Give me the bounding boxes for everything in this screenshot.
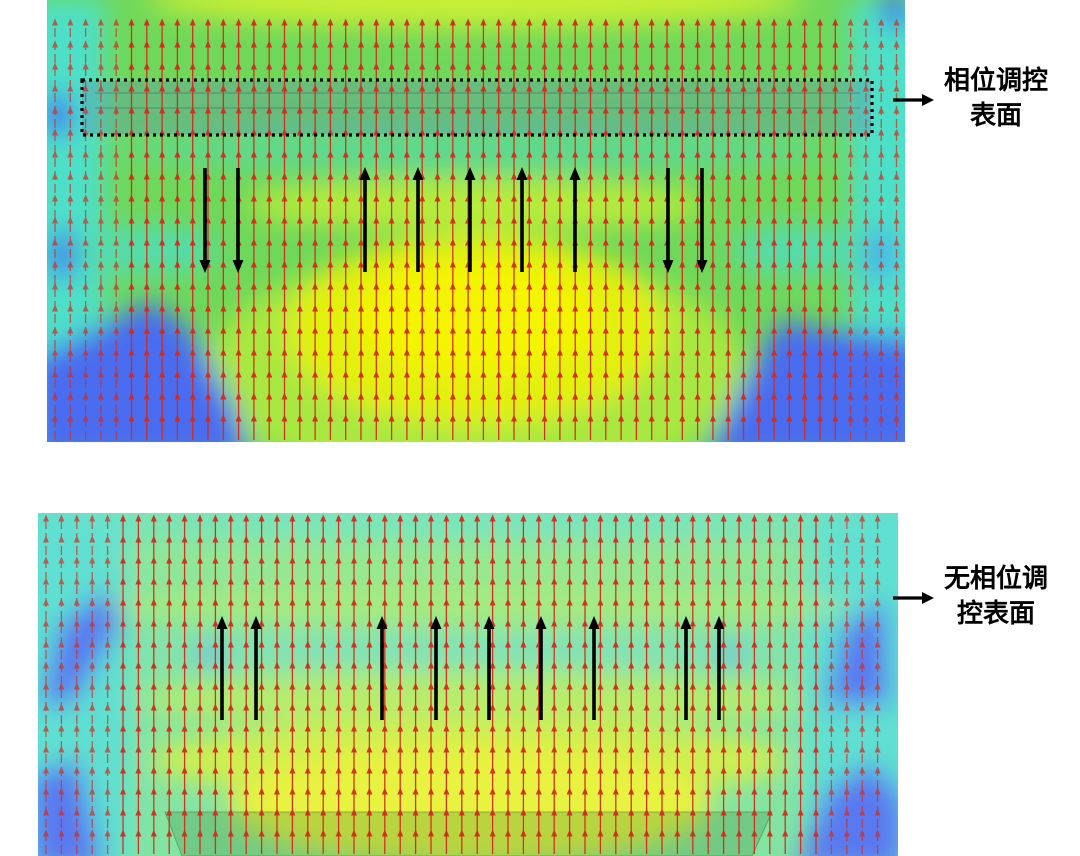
phase-control-surface	[82, 81, 871, 134]
direction-arrow-up	[250, 616, 262, 720]
direction-arrow-head	[680, 616, 692, 629]
direction-arrow-head	[569, 167, 581, 180]
direction-arrow-head	[216, 616, 228, 629]
bottom-direction-arrows	[216, 616, 725, 720]
direction-arrow-up	[359, 167, 371, 272]
bottom-heatmap	[38, 513, 898, 856]
direction-arrow-up	[464, 167, 476, 272]
direction-arrow-up	[535, 616, 547, 720]
direction-arrow-head	[662, 260, 674, 273]
direction-arrow-head	[696, 260, 708, 273]
direction-arrow-up	[569, 167, 581, 272]
phase-control-surface-box	[80, 78, 874, 137]
direction-arrow-head	[464, 167, 476, 180]
direction-arrow-head	[483, 616, 495, 629]
direction-arrow-up	[216, 616, 228, 720]
direction-arrow-head	[535, 616, 547, 629]
direction-arrow-up	[430, 616, 442, 720]
top-field-arrows	[52, 18, 900, 440]
direction-arrow-head	[359, 167, 371, 180]
bottom-label-line1: 无相位调	[944, 563, 1048, 594]
bottom-field-arrows	[43, 514, 881, 854]
direction-arrow-down	[232, 168, 244, 273]
top-direction-arrows	[199, 167, 708, 273]
direction-arrow-head	[412, 167, 424, 180]
substrate-block	[164, 811, 773, 856]
direction-arrow-up	[713, 616, 725, 720]
top-label-line2: 表面	[970, 101, 1022, 131]
top-label-line1: 相位调控	[944, 65, 1048, 96]
direction-arrow-down	[696, 168, 708, 273]
direction-arrow-head	[713, 616, 725, 629]
direction-arrow-head	[516, 167, 528, 180]
direction-arrow-head	[250, 616, 262, 629]
top-panel: 相位调控 表面	[47, 0, 1048, 442]
direction-arrow-head	[588, 616, 600, 629]
direction-arrow-up	[483, 616, 495, 720]
direction-arrow-down	[199, 168, 211, 273]
direction-arrow-up	[376, 616, 388, 720]
bottom-label-line2: 控表面	[957, 599, 1035, 629]
direction-arrow-up	[680, 616, 692, 720]
direction-arrow-down	[662, 168, 674, 273]
direction-arrow-head	[376, 616, 388, 629]
direction-arrow-head	[232, 260, 244, 273]
direction-arrow-up	[412, 167, 424, 272]
direction-arrow-up	[516, 167, 528, 272]
direction-arrow-head	[199, 260, 211, 273]
bottom-panel: 无相位调 控表面	[38, 513, 1048, 856]
top-heatmap	[47, 0, 905, 442]
direction-arrow-up	[588, 616, 600, 720]
direction-arrow-head	[430, 616, 442, 629]
